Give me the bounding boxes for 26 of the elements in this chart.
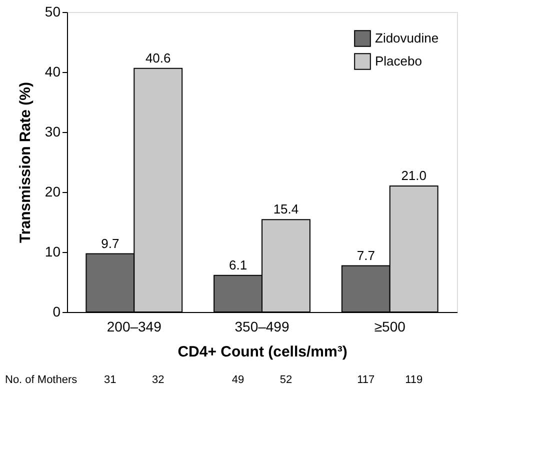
y-axis-title: Transmission Rate (%) (16, 82, 34, 243)
data-label: 21.0 (401, 168, 426, 183)
y-tick-label: 40 (44, 64, 61, 80)
text: 31 (104, 374, 116, 386)
data-label: 9.7 (101, 236, 120, 251)
y-tick-label: 20 (44, 184, 61, 200)
x-tick-label: 350–499 (234, 318, 290, 334)
y-tick-label: 0 (52, 304, 61, 320)
legend-label: Placebo (375, 54, 422, 68)
x-axis-title: CD4+ Count (cells/mm³) (178, 344, 348, 360)
text: No. of Mothers (5, 374, 78, 386)
data-label: 40.6 (145, 50, 171, 66)
text: 117 (357, 374, 375, 386)
data-label: 6.1 (228, 257, 248, 272)
data-label: 7.7 (356, 248, 375, 263)
text: 49 (232, 374, 244, 386)
text: 32 (152, 374, 164, 386)
text: 52 (280, 374, 292, 386)
text: 119 (405, 374, 423, 386)
y-tick-label: 30 (44, 124, 61, 140)
data-label: 15.4 (273, 202, 299, 217)
y-tick-label: 10 (44, 244, 61, 260)
y-tick-label: 50 (44, 4, 61, 20)
legend-label: Zidovudine (375, 30, 439, 46)
x-tick-label: 200–349 (106, 318, 162, 334)
x-tick-label: ≥500 (374, 318, 406, 334)
